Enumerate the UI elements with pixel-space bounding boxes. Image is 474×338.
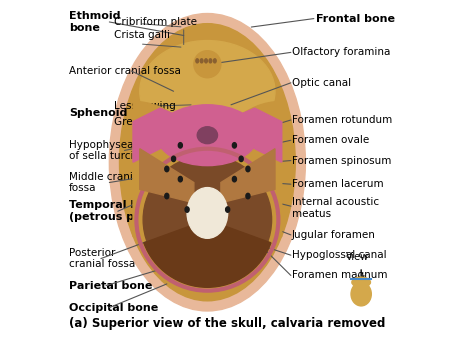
Ellipse shape <box>201 59 203 63</box>
Ellipse shape <box>205 59 207 63</box>
Ellipse shape <box>246 193 250 199</box>
Text: Jugular foramen: Jugular foramen <box>292 230 376 240</box>
Ellipse shape <box>143 155 272 284</box>
Text: Foramen ovale: Foramen ovale <box>292 135 369 145</box>
Text: Foramen magnum: Foramen magnum <box>292 270 387 281</box>
Wedge shape <box>214 101 282 237</box>
Ellipse shape <box>209 59 212 63</box>
Text: Lesser wing: Lesser wing <box>114 101 176 112</box>
Polygon shape <box>231 108 282 162</box>
Text: Internal acoustic
meatus: Internal acoustic meatus <box>292 197 379 219</box>
Polygon shape <box>133 108 184 162</box>
Text: (a) Superior view of the skull, calvaria removed: (a) Superior view of the skull, calvaria… <box>69 317 385 330</box>
Ellipse shape <box>172 156 175 162</box>
Text: Posterior
cranial fossa: Posterior cranial fossa <box>69 248 135 269</box>
Polygon shape <box>140 149 194 203</box>
Ellipse shape <box>185 207 189 212</box>
Ellipse shape <box>232 143 237 148</box>
Ellipse shape <box>213 59 216 63</box>
Text: Middle cranial
fossa: Middle cranial fossa <box>69 172 142 193</box>
Text: Optic canal: Optic canal <box>292 78 351 88</box>
Ellipse shape <box>178 143 182 148</box>
Polygon shape <box>221 149 275 203</box>
Text: Anterior cranial fossa: Anterior cranial fossa <box>69 66 181 76</box>
Text: Foramen rotundum: Foramen rotundum <box>292 115 392 125</box>
Ellipse shape <box>178 176 182 182</box>
Text: Temporal bone
(petrous part): Temporal bone (petrous part) <box>69 200 161 222</box>
Text: Greater wing: Greater wing <box>114 117 182 127</box>
Ellipse shape <box>194 51 221 78</box>
Ellipse shape <box>351 282 371 306</box>
Text: Hypophyseal fossa
of sella turcica: Hypophyseal fossa of sella turcica <box>69 140 167 161</box>
Ellipse shape <box>187 188 228 238</box>
Text: Ethmoid
bone: Ethmoid bone <box>69 11 120 33</box>
Text: Occipital bone: Occipital bone <box>69 303 158 313</box>
Wedge shape <box>133 101 201 237</box>
Ellipse shape <box>246 166 250 172</box>
Text: Foramen spinosum: Foramen spinosum <box>292 155 391 166</box>
Ellipse shape <box>157 105 258 166</box>
Ellipse shape <box>109 14 305 311</box>
Text: Hypoglossal canal: Hypoglossal canal <box>292 250 386 260</box>
Text: Frontal bone: Frontal bone <box>316 14 394 24</box>
Ellipse shape <box>352 277 371 287</box>
Ellipse shape <box>226 207 230 212</box>
Text: Foramen lacerum: Foramen lacerum <box>292 179 383 189</box>
Text: Olfactory foramina: Olfactory foramina <box>292 47 390 57</box>
Ellipse shape <box>197 127 218 144</box>
Text: Cribriform plate: Cribriform plate <box>114 17 198 27</box>
Ellipse shape <box>165 166 169 172</box>
Wedge shape <box>144 220 271 287</box>
Ellipse shape <box>239 156 243 162</box>
Ellipse shape <box>165 193 169 199</box>
Ellipse shape <box>119 24 295 301</box>
Text: Crista galli: Crista galli <box>114 30 171 41</box>
Text: Sphenoid: Sphenoid <box>69 108 127 118</box>
Text: Parietal bone: Parietal bone <box>69 281 152 291</box>
Text: View: View <box>346 252 369 262</box>
Ellipse shape <box>232 176 237 182</box>
Ellipse shape <box>140 41 275 142</box>
Ellipse shape <box>196 59 199 63</box>
